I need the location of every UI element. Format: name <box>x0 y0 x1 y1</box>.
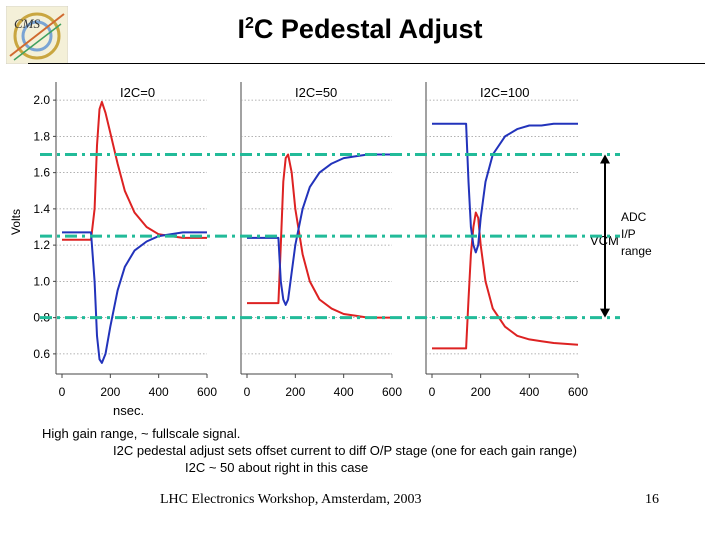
svg-text:CMS: CMS <box>14 16 41 31</box>
caption-line-3: I2C ~ 50 about right in this case <box>185 460 369 475</box>
range-label-line-3: range <box>621 244 652 258</box>
panel-2-series-2 <box>247 153 392 306</box>
panel-2-x-tick-label-1: 200 <box>285 385 305 399</box>
panel-2-x-tick-label-0: 0 <box>244 385 251 399</box>
slide-title: I2C Pedestal Adjust <box>237 14 483 44</box>
y-tick-label-3: 1.2 <box>33 238 50 252</box>
panel-1-series-1 <box>62 100 207 241</box>
panel-3-x-tick-label-1: 200 <box>471 385 491 399</box>
panel-1-x-tick-label-1: 200 <box>100 385 120 399</box>
range-arrow-head-top <box>600 154 610 164</box>
panel-3-label: I2C=100 <box>480 85 530 100</box>
range-label-line-1: ADC <box>621 210 647 224</box>
footer-text: LHC Electronics Workshop, Amsterdam, 200… <box>160 492 422 507</box>
cms-logo-icon: CMS <box>6 6 68 64</box>
panel-1-x-tick-label-2: 400 <box>149 385 169 399</box>
y-tick-label-5: 1.6 <box>33 166 50 180</box>
panel-3-x-tick-label-2: 400 <box>519 385 539 399</box>
y-tick-label-0: 0.6 <box>33 347 50 361</box>
panel-1-x-tick-label-3: 600 <box>197 385 217 399</box>
caption-line-1: High gain range, ~ fullscale signal. <box>42 426 241 441</box>
y-tick-label-2: 1.0 <box>33 274 50 288</box>
panel-3-series-2 <box>432 122 578 254</box>
range-arrow-head-bottom <box>600 308 610 318</box>
panel-2-label: I2C=50 <box>295 85 337 100</box>
panel-1-series-2 <box>62 231 207 364</box>
panel-1-x-tick-label-0: 0 <box>59 385 66 399</box>
y-axis-label: Volts <box>9 209 23 235</box>
x-axis-label: nsec. <box>113 403 144 418</box>
panel-3-x-tick-label-3: 600 <box>568 385 588 399</box>
range-label-line-2: I/P <box>621 227 636 241</box>
y-tick-label-4: 1.4 <box>33 202 50 216</box>
panel-3-x-tick-label-0: 0 <box>429 385 436 399</box>
panel-3-series-1 <box>432 211 579 350</box>
panel-2-x-tick-label-3: 600 <box>382 385 402 399</box>
page-number: 16 <box>645 492 659 507</box>
caption-line-2: I2C pedestal adjust sets offset current … <box>113 443 577 458</box>
y-tick-label-6: 1.8 <box>33 129 50 143</box>
y-tick-label-7: 2.0 <box>33 93 50 107</box>
panel-2-x-tick-label-2: 400 <box>334 385 354 399</box>
panel-1-label: I2C=0 <box>120 85 155 100</box>
title-divider <box>28 63 705 64</box>
